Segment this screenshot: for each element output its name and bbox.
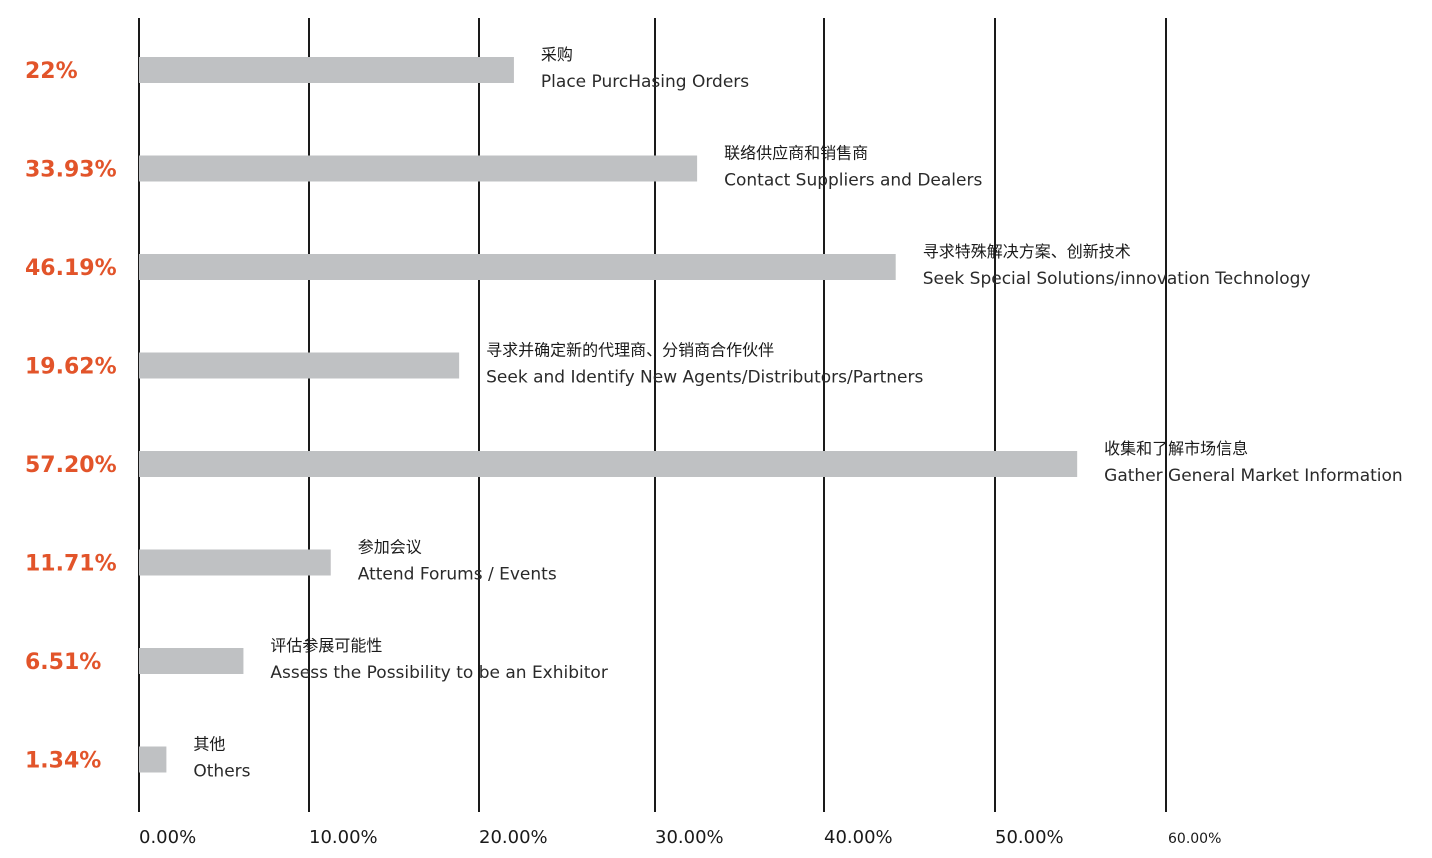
- bar: [139, 254, 896, 280]
- bar: [139, 451, 1078, 477]
- bar-label-en: Gather General Market Information: [1104, 466, 1403, 486]
- percent-label: 11.71%: [25, 552, 117, 577]
- bar: [139, 648, 244, 674]
- percent-label: 19.62%: [25, 355, 117, 380]
- x-tick-label: 30.00%: [655, 827, 724, 848]
- bar-label-en: Assess the Possibility to be an Exhibito…: [270, 663, 607, 683]
- bar: [139, 746, 167, 773]
- x-axis-ticks: 0.00% 10.00% 20.00% 30.00% 40.00% 50.00% 60.00…: [139, 827, 1221, 848]
- bars: [139, 57, 1078, 773]
- percent-label: 6.51%: [25, 650, 101, 675]
- percent-label: 33.93%: [25, 158, 117, 183]
- percent-label: 57.20%: [25, 453, 117, 478]
- bar-label-cn: 寻求特殊解决方案、创新技术: [923, 242, 1131, 261]
- x-tick-label: 60.00%: [1168, 831, 1221, 847]
- gridlines: [138, 18, 1167, 812]
- percent-label: 1.34%: [25, 749, 101, 774]
- x-tick-label: 0.00%: [139, 827, 196, 848]
- x-tick-label: 40.00%: [824, 827, 893, 848]
- bar: [139, 57, 514, 83]
- bar-label-en: Attend Forums / Events: [358, 565, 557, 585]
- percent-labels: 22% 33.93% 46.19% 19.62% 57.20% 11.71% 6.51% 1.…: [25, 59, 117, 774]
- bar-label-cn: 收集和了解市场信息: [1104, 439, 1248, 458]
- bar-label-en: Seek Special Solutions/innovation Techno…: [923, 269, 1311, 289]
- percent-label: 46.19%: [25, 256, 117, 281]
- bar-label-cn: 其他: [193, 735, 225, 754]
- bar-label-en: Others: [193, 762, 250, 782]
- bar-label-en: Contact Suppliers and Dealers: [724, 171, 982, 191]
- bar: [139, 155, 698, 182]
- bar-label-en: Place PurcHasing Orders: [541, 72, 749, 92]
- bar-label-cn: 采购: [541, 45, 573, 64]
- bar-label-en: Seek and Identify New Agents/Distributor…: [486, 368, 923, 388]
- bar-label-cn: 评估参展可能性: [270, 636, 382, 655]
- bar-label-cn: 联络供应商和销售商: [724, 144, 868, 163]
- x-tick-label: 10.00%: [309, 827, 378, 848]
- bar: [139, 549, 331, 576]
- bar-label-cn: 寻求并确定新的代理商、分销商合作伙伴: [486, 341, 774, 360]
- bar-labels: 采购 Place PurcHasing Orders 联络供应商和销售商 Contac…: [193, 45, 1402, 782]
- bar-label-cn: 参加会议: [358, 538, 422, 557]
- x-tick-label: 20.00%: [479, 827, 548, 848]
- percent-label: 22%: [25, 59, 78, 84]
- bar: [139, 352, 460, 379]
- x-tick-label: 50.00%: [995, 827, 1064, 848]
